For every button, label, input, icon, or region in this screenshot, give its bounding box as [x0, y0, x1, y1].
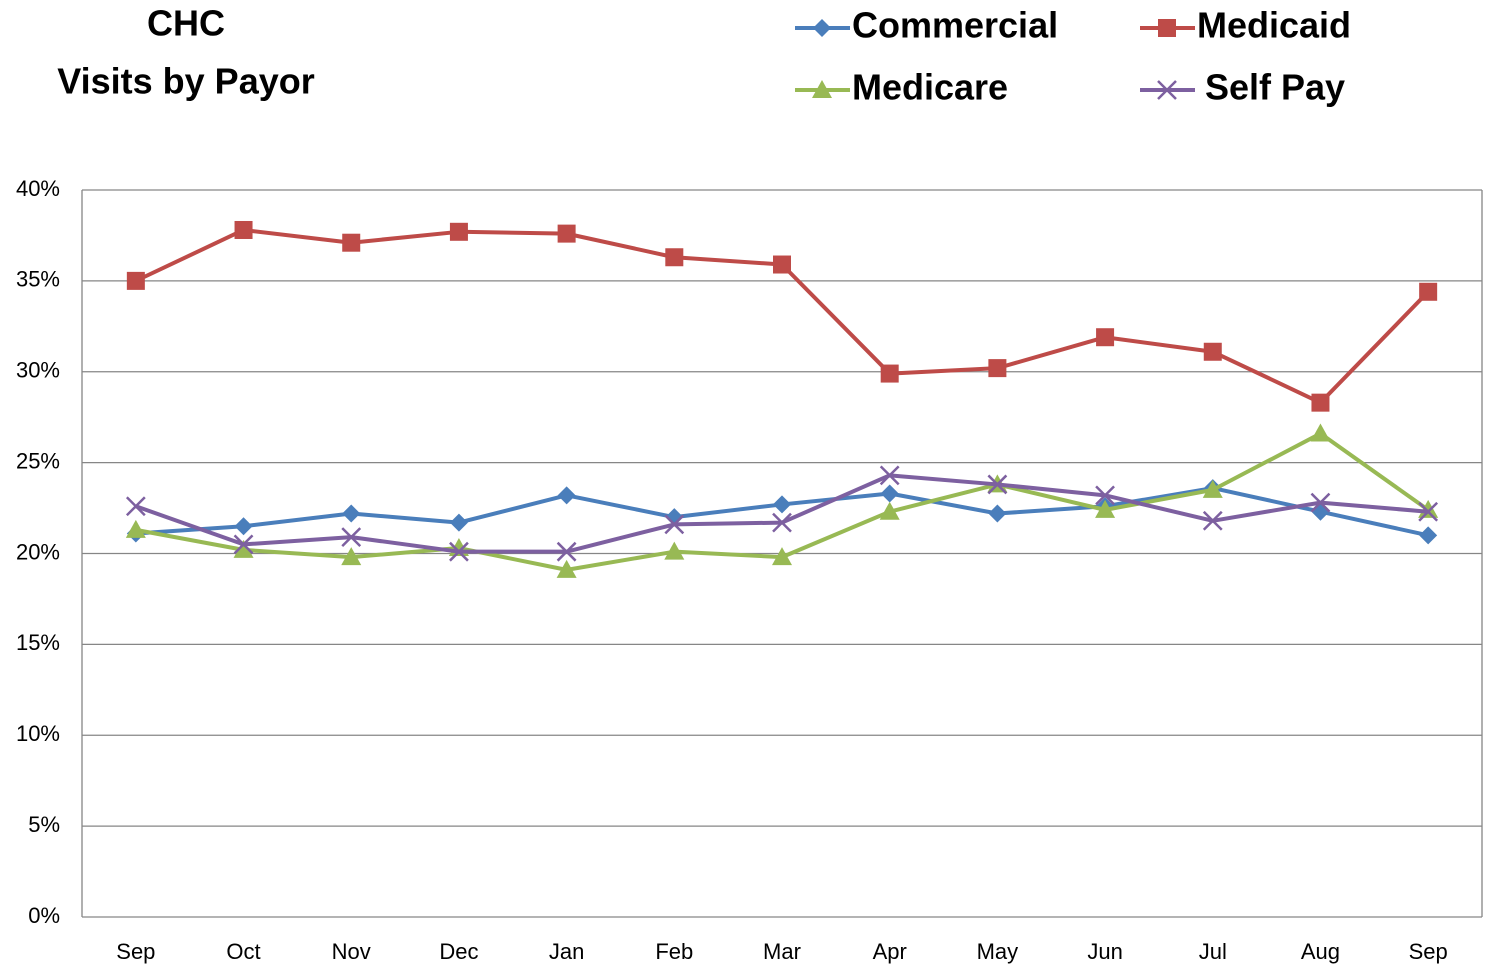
- marker: [234, 220, 253, 239]
- y-tick-label: 25%: [16, 448, 60, 473]
- marker: [557, 486, 576, 505]
- legend-marker: [812, 80, 832, 98]
- marker: [1418, 501, 1439, 522]
- marker: [449, 541, 469, 562]
- y-tick-label: 30%: [16, 358, 60, 383]
- marker: [1310, 423, 1331, 442]
- marker: [125, 519, 146, 538]
- marker: [341, 527, 362, 548]
- marker: [772, 547, 792, 566]
- marker: [1095, 499, 1116, 518]
- marker: [1096, 328, 1115, 347]
- marker: [988, 504, 1007, 523]
- x-tick-label: Aug: [1301, 939, 1340, 964]
- y-tick-label: 35%: [16, 267, 60, 292]
- y-tick-label: 20%: [16, 539, 60, 564]
- marker: [1095, 485, 1115, 506]
- x-tick-label: Jun: [1087, 939, 1122, 964]
- marker: [342, 504, 361, 523]
- marker: [772, 512, 792, 533]
- marker: [987, 474, 1008, 495]
- marker: [234, 517, 253, 536]
- legend-label: Commercial: [852, 5, 1058, 46]
- marker: [1203, 342, 1222, 361]
- marker: [880, 484, 899, 503]
- x-tick-label: Apr: [873, 939, 907, 964]
- marker: [773, 495, 791, 514]
- marker: [1311, 393, 1330, 412]
- marker: [233, 539, 254, 558]
- y-tick-label: 5%: [28, 812, 60, 837]
- legend-label: Medicaid: [1197, 5, 1351, 46]
- y-tick-label: 15%: [16, 630, 60, 655]
- marker: [556, 559, 577, 578]
- x-tick-label: Jan: [549, 939, 584, 964]
- marker: [449, 513, 468, 532]
- chart-title: CHC: [147, 3, 225, 44]
- marker: [557, 224, 576, 243]
- x-tick-label: Mar: [763, 939, 801, 964]
- marker: [1202, 479, 1223, 498]
- marker: [1419, 526, 1438, 545]
- marker: [1419, 282, 1438, 301]
- marker: [233, 534, 254, 555]
- x-tick-label: May: [977, 939, 1019, 964]
- chart-subtitle: Visits by Payor: [57, 61, 314, 102]
- marker: [125, 496, 146, 517]
- marker: [341, 547, 362, 566]
- marker: [879, 465, 900, 486]
- legend-label: Self Pay: [1205, 67, 1345, 108]
- marker: [880, 364, 899, 383]
- x-tick-label: Dec: [439, 939, 478, 964]
- marker: [879, 501, 900, 520]
- marker: [664, 514, 685, 535]
- x-tick-label: Oct: [226, 939, 260, 964]
- marker: [342, 233, 361, 252]
- marker: [988, 359, 1007, 378]
- marker: [773, 255, 791, 274]
- marker: [556, 541, 577, 562]
- marker: [1310, 492, 1331, 513]
- y-tick-label: 10%: [16, 721, 60, 746]
- x-tick-label: Jul: [1199, 939, 1227, 964]
- legend-label: Medicare: [852, 67, 1008, 108]
- legend-marker: [1157, 80, 1177, 100]
- y-tick-label: 0%: [28, 903, 60, 928]
- series-line: [135, 473, 1429, 554]
- marker: [449, 222, 468, 241]
- marker: [665, 248, 684, 267]
- x-tick-label: Sep: [1409, 939, 1448, 964]
- y-tick-label: 40%: [16, 176, 60, 201]
- x-tick-label: Nov: [332, 939, 371, 964]
- marker: [664, 541, 685, 560]
- legend-marker: [1158, 19, 1176, 37]
- x-tick-label: Sep: [116, 939, 155, 964]
- x-tick-label: Feb: [655, 939, 693, 964]
- legend-marker: [813, 19, 831, 37]
- marker: [1418, 499, 1439, 518]
- marker: [126, 271, 145, 290]
- marker: [1202, 510, 1223, 531]
